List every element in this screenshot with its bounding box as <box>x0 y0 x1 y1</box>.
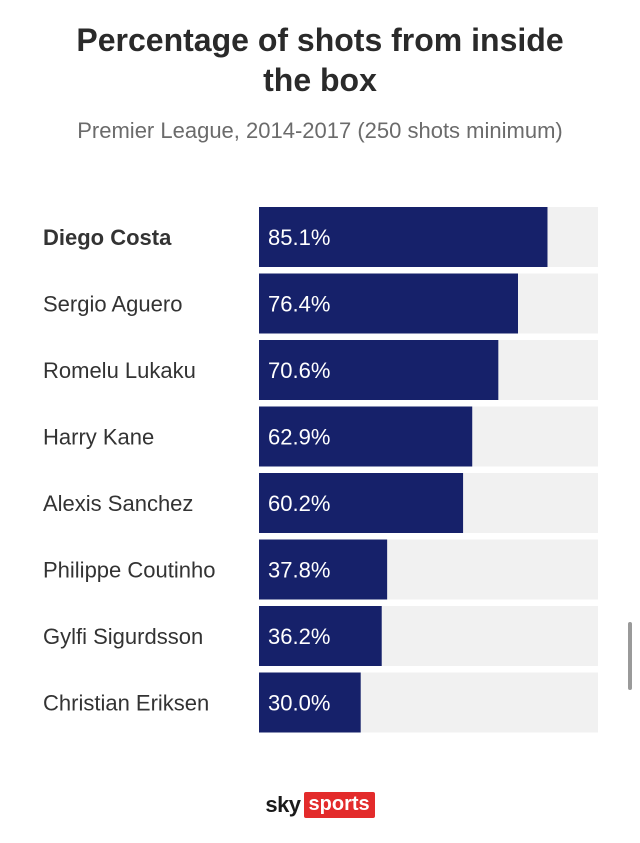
bar <box>259 340 499 400</box>
bar-row: Diego Costa 85.1% <box>43 207 598 267</box>
bar-chart: Diego Costa 85.1% Sergio Aguero 76.4% Romelu… <box>43 207 598 733</box>
sky-sports-logo: sky sports <box>0 792 640 818</box>
category-label: Gylfi Sigurdsson <box>43 624 203 649</box>
bar <box>259 606 382 666</box>
category-label: Romelu Lukaku <box>43 358 196 383</box>
category-label: Christian Eriksen <box>43 691 209 716</box>
value-label: 36.2% <box>268 624 330 649</box>
value-label: 85.1% <box>268 225 330 250</box>
scroll-indicator[interactable] <box>628 622 632 690</box>
category-label: Harry Kane <box>43 425 154 450</box>
bar-row: Christian Eriksen 30.0% <box>43 672 598 733</box>
bar-row: Philippe Coutinho 37.8% <box>43 539 598 600</box>
bar-row: Alexis Sanchez 60.2% <box>43 473 598 533</box>
bar <box>259 672 361 733</box>
value-label: 60.2% <box>268 491 330 516</box>
value-label: 37.8% <box>268 558 330 583</box>
bar <box>259 207 548 267</box>
value-label: 70.6% <box>268 358 330 383</box>
bar <box>259 273 518 334</box>
category-label: Alexis Sanchez <box>43 491 193 516</box>
category-label: Sergio Aguero <box>43 292 182 317</box>
bar-row: Gylfi Sigurdsson 36.2% <box>43 606 598 666</box>
bar-row: Harry Kane 62.9% <box>43 406 598 467</box>
bar-row: Romelu Lukaku 70.6% <box>43 340 598 400</box>
chart-title-line-1: Percentage of shots from inside <box>76 22 564 58</box>
bar <box>259 406 473 467</box>
bar <box>259 539 388 600</box>
chart-title-line-2: the box <box>263 62 377 98</box>
bar <box>259 473 464 533</box>
category-label: Diego Costa <box>43 225 172 250</box>
value-label: 62.9% <box>268 425 330 450</box>
chart-subtitle: Premier League, 2014-2017 (250 shots min… <box>77 118 563 143</box>
bar-row: Sergio Aguero 76.4% <box>43 273 598 334</box>
logo-sky-text: sky <box>265 792 301 817</box>
category-label: Philippe Coutinho <box>43 558 215 583</box>
chart-title: Percentage of shots from inside the box <box>0 20 640 100</box>
value-label: 30.0% <box>268 691 330 716</box>
value-label: 76.4% <box>268 292 330 317</box>
logo-sports-text: sports <box>303 792 375 818</box>
